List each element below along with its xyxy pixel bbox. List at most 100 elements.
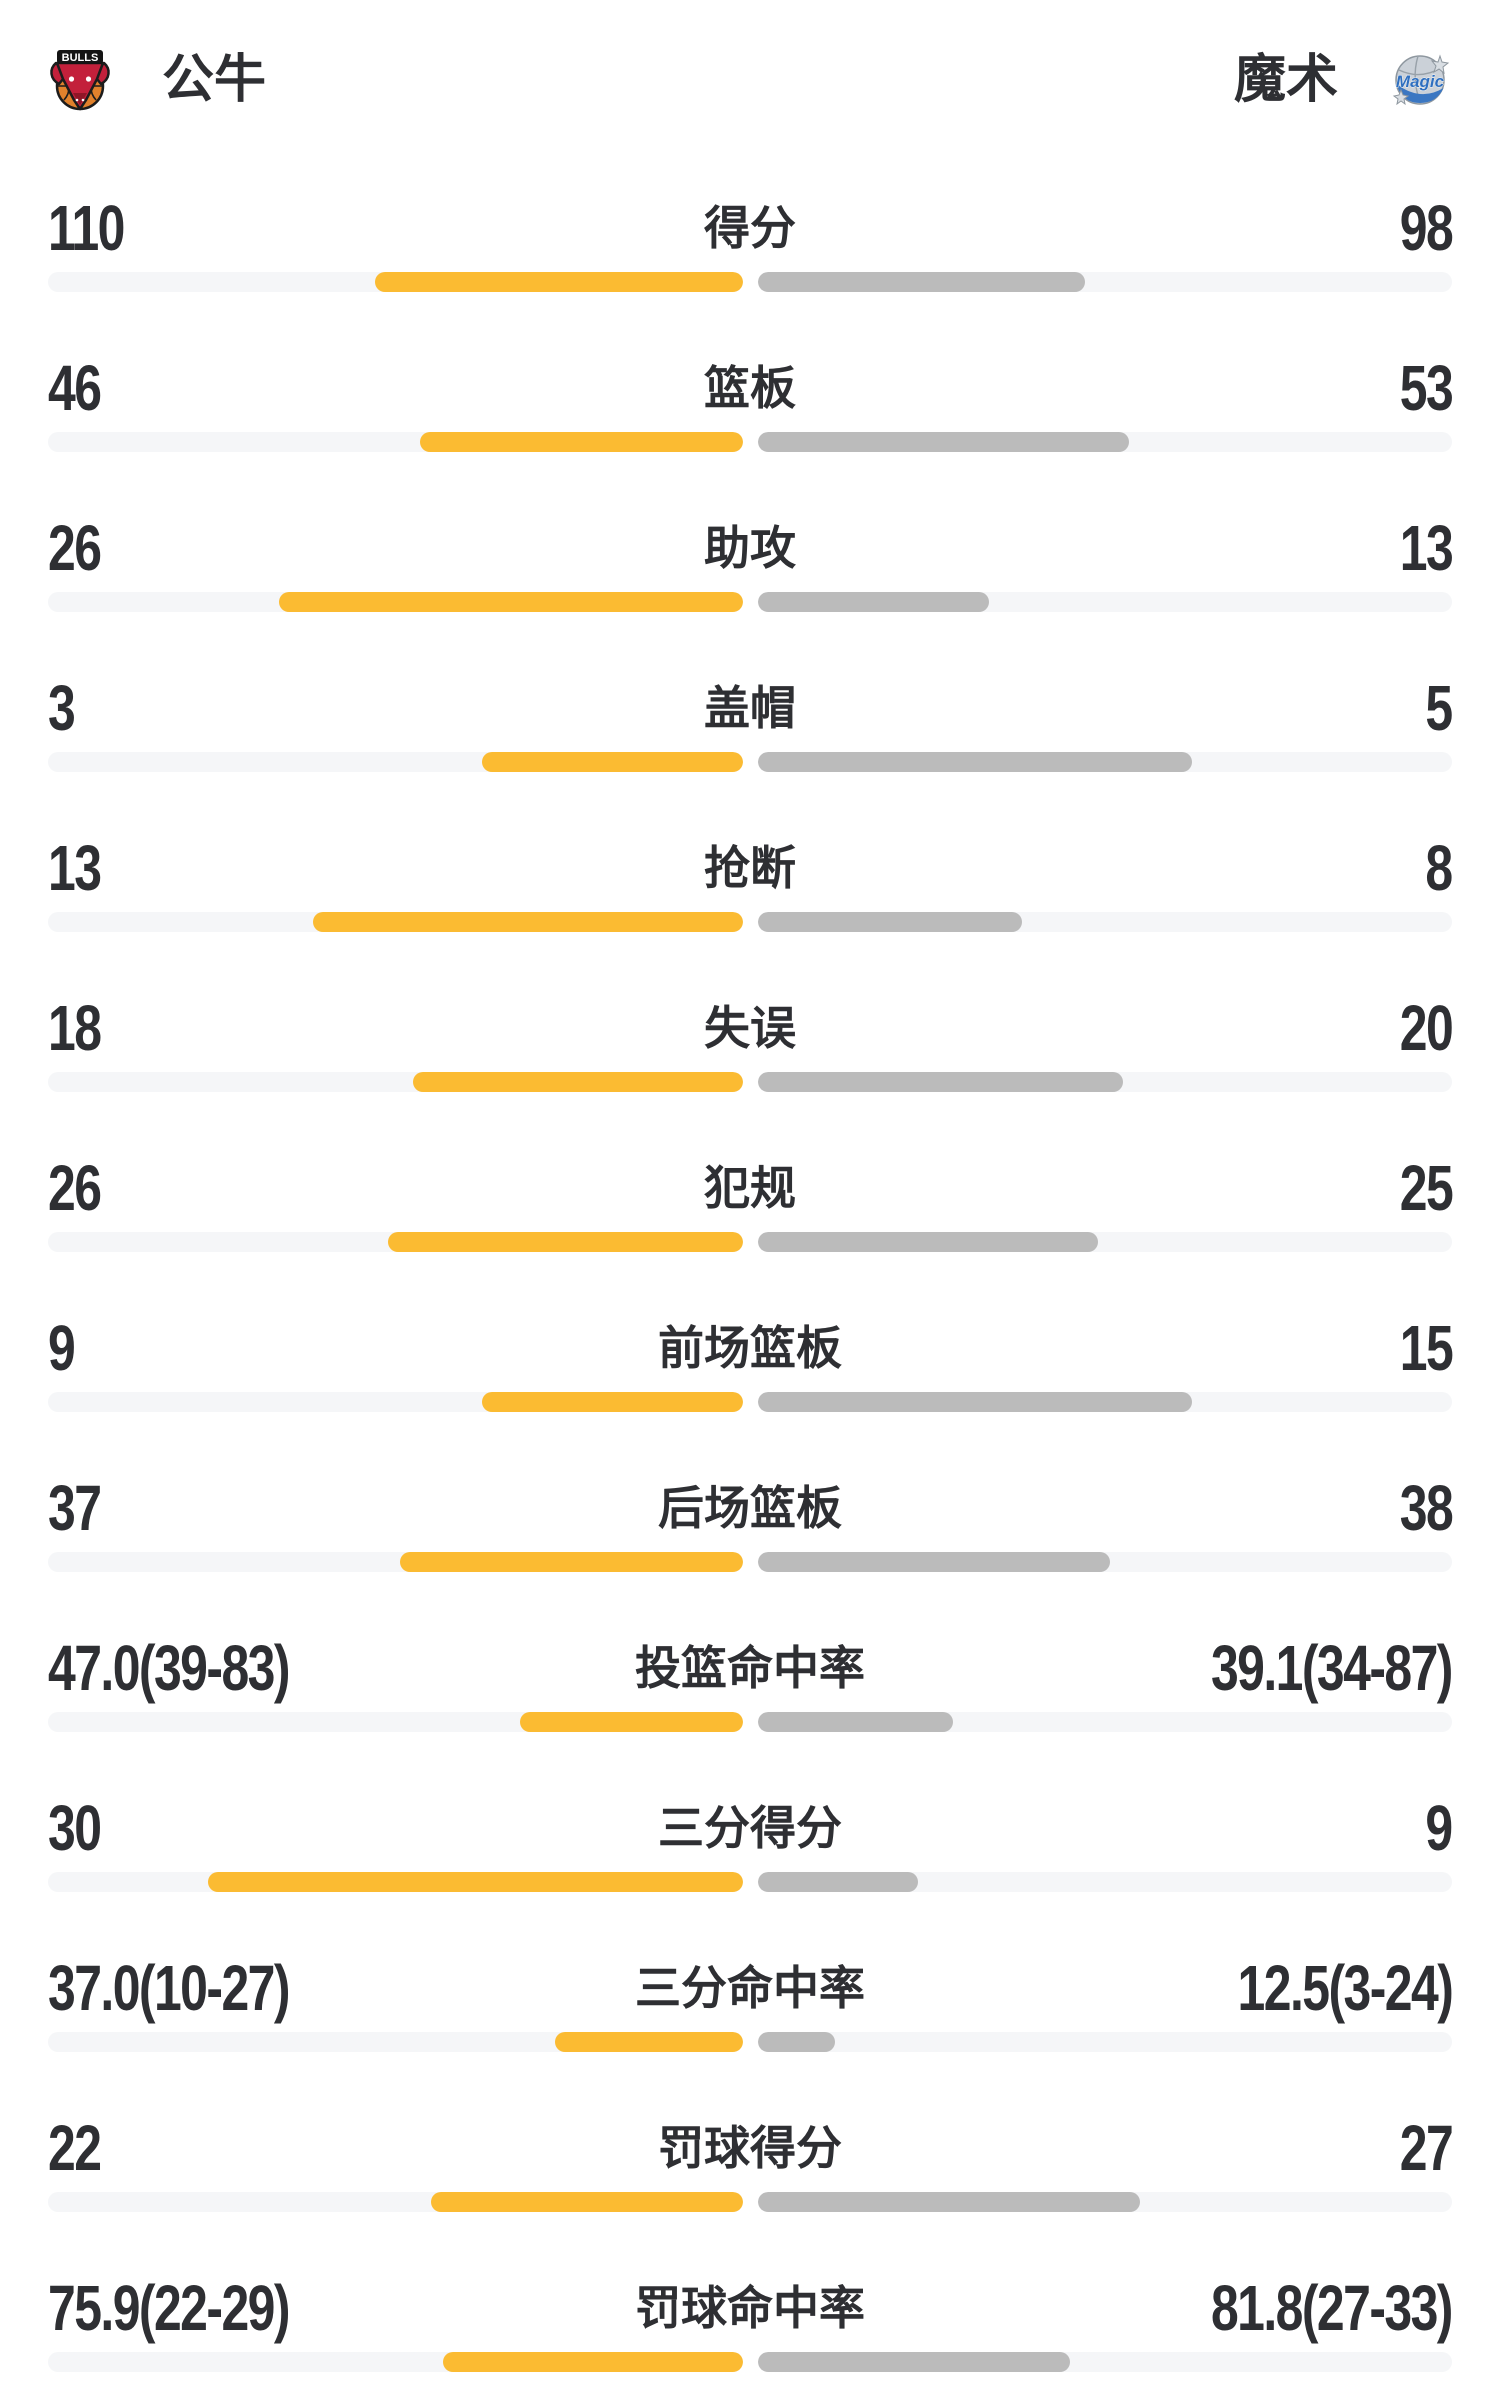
home-bar-fill (482, 1392, 743, 1412)
home-value: 37 (48, 1472, 102, 1544)
bulls-logo-icon: BULLS (50, 50, 110, 111)
home-bar-fill (388, 1232, 743, 1252)
stat-label: 三分得分 (658, 1802, 842, 1854)
away-bar-track (757, 1392, 1452, 1412)
away-value: 27 (1399, 2112, 1454, 2184)
away-bar-track (757, 912, 1452, 932)
home-bar-track (48, 2352, 743, 2372)
stat-label: 投篮命中率 (635, 1642, 865, 1694)
home-bar-fill (419, 432, 743, 452)
home-value: 46 (48, 352, 102, 424)
stat-bars (48, 2192, 1452, 2212)
stat-row-field-goal-pct: 47.0(39-83) 投篮命中率 39.1(34-87) (48, 1632, 1454, 1803)
stat-row-points: 110 得分 98 (48, 192, 1454, 363)
away-value: 15 (1399, 1312, 1454, 1384)
stat-bars (48, 1712, 1452, 1732)
away-bar-fill (757, 1072, 1123, 1092)
stat-row-turnovers: 18 失误 20 (48, 992, 1454, 1163)
stat-bars (48, 1232, 1452, 1252)
home-value: 18 (48, 992, 102, 1064)
away-value: 98 (1399, 192, 1454, 264)
stat-bars (48, 2032, 1452, 2052)
away-bar-fill (757, 1872, 918, 1892)
away-bar-track (757, 1552, 1452, 1572)
stat-bars (48, 752, 1452, 772)
away-bar-fill (757, 752, 1192, 772)
stat-label: 犯规 (704, 1162, 796, 1214)
home-value: 30 (48, 1792, 102, 1864)
away-bar-track (757, 2192, 1452, 2212)
header: BULLS 公牛 魔术 Magic (48, 0, 1452, 112)
stat-label: 失误 (704, 1002, 796, 1054)
stat-label: 抢断 (704, 842, 796, 894)
away-value: 8 (1425, 832, 1454, 904)
stat-bars (48, 592, 1452, 612)
away-bar-fill (757, 1392, 1192, 1412)
away-value: 9 (1425, 1792, 1454, 1864)
home-bar-fill (400, 1552, 743, 1572)
home-value: 47.0(39-83) (48, 1632, 290, 1704)
bulls-logo-text: BULLS (62, 52, 99, 64)
home-bar-fill (413, 1072, 743, 1092)
stat-bars (48, 1392, 1452, 1412)
home-value: 75.9(22-29) (48, 2272, 290, 2344)
away-value: 39.1(34-87) (1211, 1632, 1453, 1704)
stat-bars (48, 1872, 1452, 1892)
stat-label: 罚球得分 (658, 2122, 842, 2174)
away-bar-track (757, 1712, 1452, 1732)
away-bar-fill (757, 432, 1130, 452)
stat-bars (48, 1072, 1452, 1092)
away-bar-fill (757, 2352, 1071, 2372)
away-bar-track (757, 432, 1452, 452)
away-team-header[interactable]: 魔术 Magic (1234, 48, 1452, 112)
stat-row-three-point-pct: 37.0(10-27) 三分命中率 12.5(3-24) (48, 1952, 1454, 2123)
away-bar-fill (757, 1552, 1110, 1572)
home-bar-track (48, 2032, 743, 2052)
away-bar-fill (757, 592, 989, 612)
stat-bars (48, 1552, 1452, 1572)
home-bar-fill (312, 912, 743, 932)
home-bar-fill (375, 272, 743, 292)
home-value: 9 (48, 1312, 76, 1384)
home-bar-track (48, 592, 743, 612)
home-bar-track (48, 1232, 743, 1252)
home-bar-track (48, 1072, 743, 1092)
stat-row-fouls: 26 犯规 25 (48, 1152, 1454, 1323)
magic-logo-text: Magic (1396, 72, 1445, 91)
stat-bars (48, 272, 1452, 292)
away-value: 25 (1399, 1152, 1454, 1224)
stat-bars (48, 912, 1452, 932)
home-bar-track (48, 1712, 743, 1732)
home-value: 26 (48, 512, 102, 584)
away-bar-track (757, 1072, 1452, 1092)
home-bar-track (48, 432, 743, 452)
stat-row-three-point-points: 30 三分得分 9 (48, 1792, 1454, 1963)
away-value: 53 (1399, 352, 1454, 424)
away-value: 13 (1399, 512, 1454, 584)
away-bar-fill (757, 2032, 835, 2052)
away-bar-track (757, 272, 1452, 292)
home-bar-fill (555, 2032, 743, 2052)
away-team-name: 魔术 (1233, 51, 1338, 109)
home-bar-fill (279, 592, 743, 612)
away-bar-fill (757, 272, 1085, 292)
stat-bars (48, 432, 1452, 452)
home-team-header[interactable]: BULLS 公牛 (48, 48, 266, 112)
home-bar-track (48, 1392, 743, 1412)
stat-bars (48, 2352, 1452, 2372)
home-bar-track (48, 272, 743, 292)
stat-row-free-throw-pct: 75.9(22-29) 罚球命中率 81.8(27-33) (48, 2272, 1454, 2400)
home-bar-fill (482, 752, 743, 772)
stat-label: 助攻 (704, 522, 796, 574)
stat-label: 罚球命中率 (635, 2282, 865, 2334)
home-value: 22 (48, 2112, 102, 2184)
away-bar-track (757, 2352, 1452, 2372)
home-bar-track (48, 1552, 743, 1572)
home-value: 37.0(10-27) (48, 1952, 290, 2024)
away-bar-fill (757, 1712, 953, 1732)
away-value: 38 (1399, 1472, 1454, 1544)
away-bar-track (757, 592, 1452, 612)
stat-label: 三分命中率 (635, 1962, 865, 2014)
stat-row-assists: 26 助攻 13 (48, 512, 1454, 683)
